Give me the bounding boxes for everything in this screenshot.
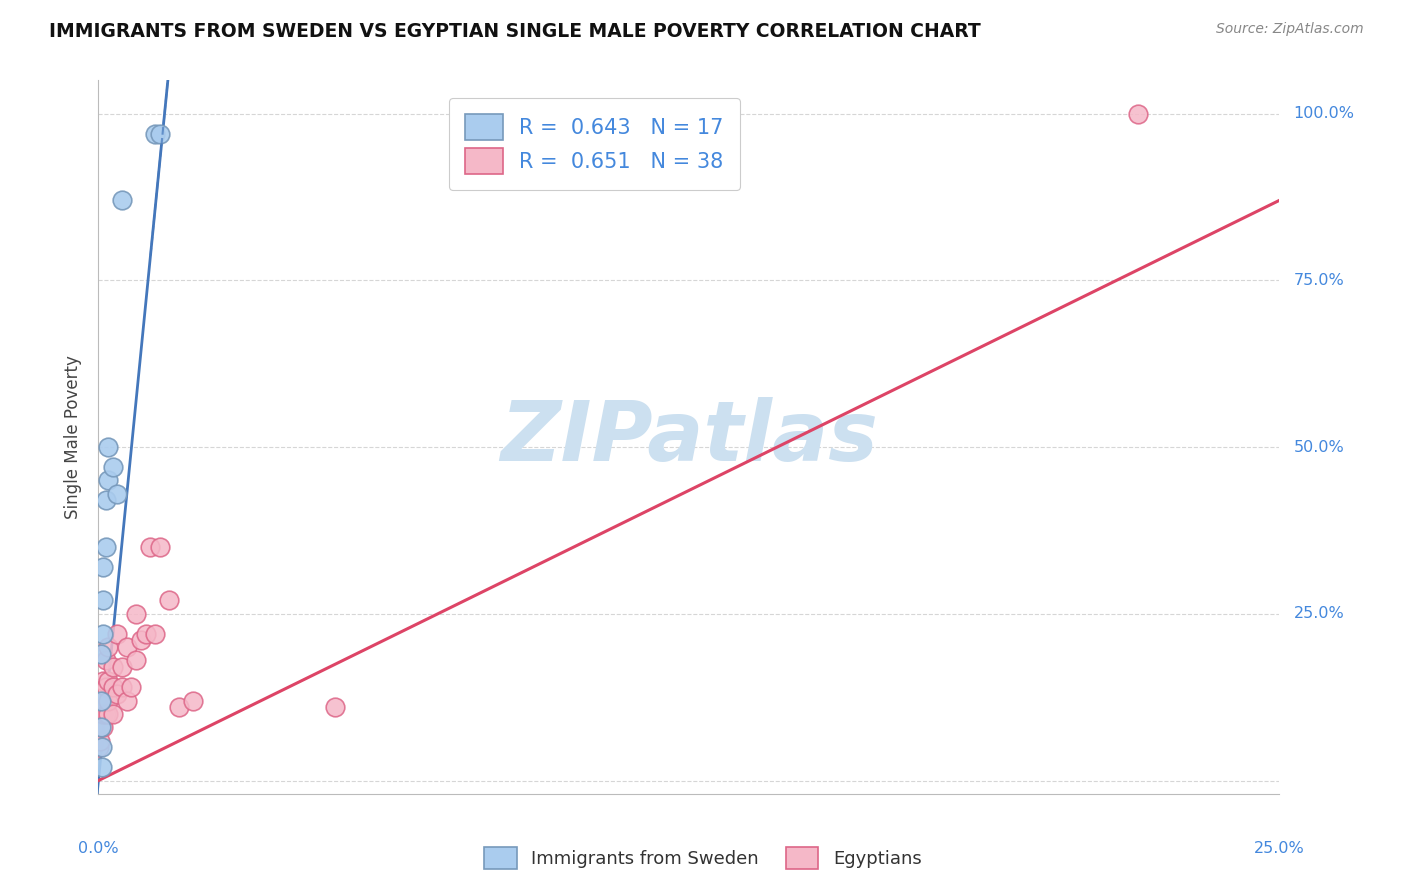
Point	[97, 693, 120, 707]
Text: 75.0%: 75.0%	[1294, 273, 1344, 288]
Point	[94, 540, 117, 554]
Point	[139, 540, 162, 554]
Point	[91, 593, 114, 607]
Point	[129, 633, 152, 648]
Point	[105, 687, 128, 701]
Point	[90, 720, 112, 734]
Point	[94, 706, 117, 721]
Point	[105, 487, 128, 501]
Point	[89, 740, 111, 755]
Point	[97, 640, 120, 655]
Point	[90, 706, 112, 721]
Point	[115, 693, 138, 707]
Text: ZIPatlas: ZIPatlas	[501, 397, 877, 477]
Point	[121, 680, 143, 694]
Text: 100.0%: 100.0%	[1294, 106, 1354, 121]
Point	[143, 627, 166, 641]
Point	[111, 680, 134, 694]
Point	[97, 673, 120, 688]
Point	[91, 627, 114, 641]
Text: 0.0%: 0.0%	[79, 840, 118, 855]
Text: IMMIGRANTS FROM SWEDEN VS EGYPTIAN SINGLE MALE POVERTY CORRELATION CHART: IMMIGRANTS FROM SWEDEN VS EGYPTIAN SINGL…	[49, 22, 981, 41]
Point	[149, 127, 172, 141]
Point	[90, 720, 112, 734]
Point	[111, 660, 134, 674]
Point	[125, 607, 148, 621]
Point	[91, 720, 114, 734]
Point	[111, 194, 134, 208]
Point	[89, 733, 111, 747]
Point	[157, 593, 180, 607]
Text: 25.0%: 25.0%	[1254, 840, 1305, 855]
Point	[94, 493, 117, 508]
Legend: R =  0.643   N = 17, R =  0.651   N = 38: R = 0.643 N = 17, R = 0.651 N = 38	[449, 98, 741, 190]
Point	[101, 660, 124, 674]
Legend: Immigrants from Sweden, Egyptians: Immigrants from Sweden, Egyptians	[475, 838, 931, 879]
Point	[90, 647, 112, 661]
Text: 25.0%: 25.0%	[1294, 607, 1344, 622]
Point	[97, 706, 120, 721]
Point	[323, 700, 346, 714]
Point	[135, 627, 157, 641]
Point	[94, 680, 117, 694]
Point	[91, 693, 114, 707]
Point	[101, 706, 124, 721]
Point	[149, 540, 172, 554]
Point	[94, 653, 117, 667]
Y-axis label: Single Male Poverty: Single Male Poverty	[65, 355, 83, 519]
Point	[91, 673, 114, 688]
Point	[125, 653, 148, 667]
Point	[91, 760, 114, 774]
Point	[91, 740, 114, 755]
Point	[97, 440, 120, 454]
Point	[105, 627, 128, 641]
Text: Source: ZipAtlas.com: Source: ZipAtlas.com	[1216, 22, 1364, 37]
Text: 50.0%: 50.0%	[1294, 440, 1344, 455]
Point	[91, 560, 114, 574]
Point	[143, 127, 166, 141]
Point	[97, 474, 120, 488]
Point	[90, 693, 112, 707]
Point	[181, 693, 204, 707]
Point	[91, 706, 114, 721]
Point	[1126, 106, 1149, 120]
Point	[115, 640, 138, 655]
Point	[90, 706, 112, 721]
Point	[101, 680, 124, 694]
Point	[167, 700, 190, 714]
Point	[101, 460, 124, 475]
